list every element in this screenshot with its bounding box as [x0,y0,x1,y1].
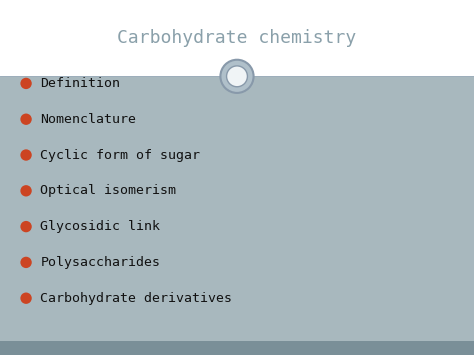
FancyBboxPatch shape [0,341,474,355]
Ellipse shape [20,78,32,89]
Text: Polysaccharides: Polysaccharides [40,256,160,269]
Ellipse shape [20,293,32,304]
Text: Cyclic form of sugar: Cyclic form of sugar [40,148,201,162]
Text: Glycosidic link: Glycosidic link [40,220,160,233]
Ellipse shape [20,257,32,268]
Ellipse shape [20,221,32,232]
Ellipse shape [20,149,32,161]
Text: Nomenclature: Nomenclature [40,113,137,126]
Ellipse shape [227,66,247,87]
Ellipse shape [20,114,32,125]
Ellipse shape [220,60,254,93]
Ellipse shape [20,185,32,197]
Text: Carbohydrate chemistry: Carbohydrate chemistry [118,29,356,47]
Text: Carbohydrate derivatives: Carbohydrate derivatives [40,292,232,305]
FancyBboxPatch shape [0,76,474,341]
Text: Definition: Definition [40,77,120,90]
Text: Optical isomerism: Optical isomerism [40,184,176,197]
FancyBboxPatch shape [0,0,474,76]
